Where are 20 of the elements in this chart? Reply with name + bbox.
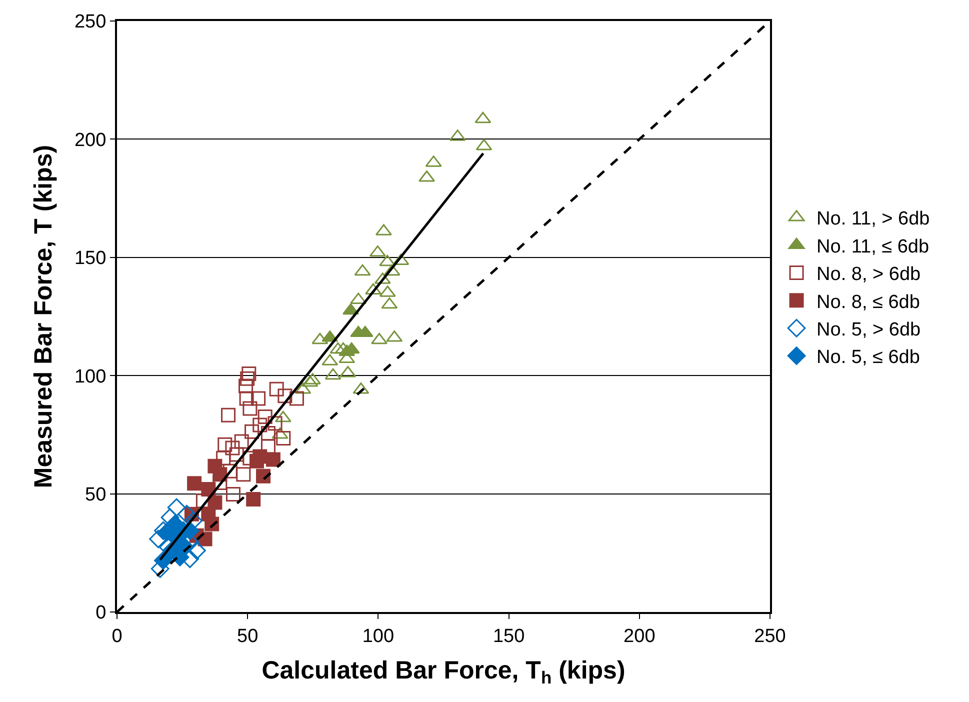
x-tick-label: 50 [237,626,258,647]
x-tick-label: 0 [112,626,122,647]
x-axis-title: Calculated Bar Force, T$_{h}$ (kips) [262,656,626,688]
legend-label: No. 5, > 6db [816,320,921,341]
y-tick-label: 200 [74,130,106,151]
legend-label: No. 11, ≤ 6db [816,236,930,258]
y-tick-label: 150 [74,248,106,270]
legend-label: No. 8, ≤ 6db [816,292,920,313]
legend-label: No. 5, ≤ 6db [816,347,920,368]
y-tick-label: 250 [74,12,106,33]
y-tick-label: 100 [74,366,106,388]
y-tick-label: 0 [96,602,106,624]
y-axis-title: Measured Bar Force, T (kips) [30,144,58,488]
x-tick-label: 100 [362,626,394,647]
legend-label: No. 8, > 6db [816,264,921,286]
x-tick-label: 250 [754,626,786,647]
legend-label: No. 11, > 6db [816,208,930,230]
y-tick-label: 50 [85,484,106,506]
x-tick-label: 200 [624,626,656,647]
x-tick-label: 150 [492,626,525,647]
